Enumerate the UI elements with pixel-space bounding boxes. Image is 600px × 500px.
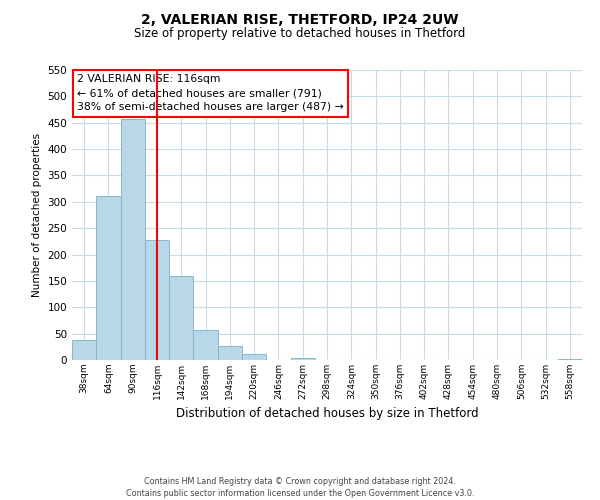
Text: Size of property relative to detached houses in Thetford: Size of property relative to detached ho… — [134, 28, 466, 40]
Text: 2, VALERIAN RISE, THETFORD, IP24 2UW: 2, VALERIAN RISE, THETFORD, IP24 2UW — [141, 12, 459, 26]
Bar — [290, 358, 315, 360]
Text: 2 VALERIAN RISE: 116sqm
← 61% of detached houses are smaller (791)
38% of semi-d: 2 VALERIAN RISE: 116sqm ← 61% of detache… — [77, 74, 344, 112]
Text: Contains HM Land Registry data © Crown copyright and database right 2024.
Contai: Contains HM Land Registry data © Crown c… — [126, 476, 474, 498]
Bar — [145, 240, 169, 360]
Bar — [121, 119, 145, 360]
Bar — [72, 340, 96, 360]
Bar — [169, 276, 193, 360]
Bar — [218, 346, 242, 360]
Bar — [193, 330, 218, 360]
Bar — [242, 354, 266, 360]
Bar — [96, 196, 121, 360]
Y-axis label: Number of detached properties: Number of detached properties — [32, 133, 42, 297]
X-axis label: Distribution of detached houses by size in Thetford: Distribution of detached houses by size … — [176, 408, 478, 420]
Bar — [558, 359, 582, 360]
